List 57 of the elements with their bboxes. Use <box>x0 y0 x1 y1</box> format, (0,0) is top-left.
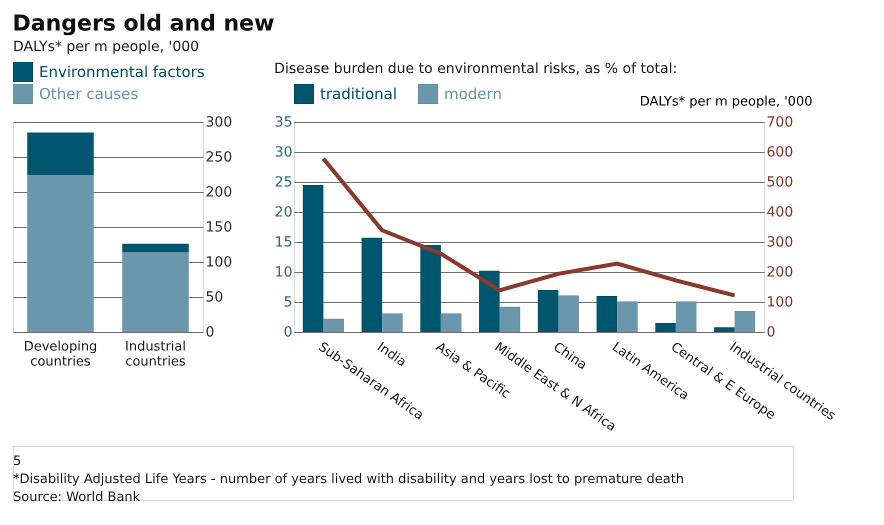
y2-axis-title: DALYs* per m people, '000 <box>640 94 812 110</box>
line-series <box>321 156 737 298</box>
x-tick-label: Developing countries <box>24 340 98 370</box>
y-axis-title: DALYs* per m people, '000 <box>13 39 200 55</box>
bar <box>734 311 756 332</box>
y-tick-label: 150 <box>206 220 232 236</box>
bar <box>479 270 500 332</box>
y-tick-label: 250 <box>206 150 232 166</box>
y-tick-label: 10 <box>274 264 292 280</box>
bar <box>558 295 579 332</box>
y-tick-label: 20 <box>274 204 292 220</box>
y2-tick-label: 0 <box>766 324 776 340</box>
y-tick-label: 200 <box>206 184 232 200</box>
text: *Disability Adjusted Life Years - number of years lived with disability and years lost to premature death <box>13 472 684 487</box>
bar <box>440 313 462 332</box>
bar <box>27 175 94 332</box>
legend-label: Other causes <box>39 85 138 103</box>
bar <box>122 252 189 332</box>
y-tick-label: 25 <box>274 174 292 190</box>
bar <box>655 323 676 332</box>
bar <box>362 238 382 332</box>
y-tick-label: 100 <box>206 254 232 270</box>
y-tick-label: 35 <box>274 114 292 130</box>
bar <box>500 306 520 332</box>
source-note: Source: World Bank <box>13 490 141 505</box>
bar <box>382 313 403 332</box>
y-tick-label: 5 <box>284 294 292 310</box>
bar <box>538 290 558 332</box>
bar <box>676 301 696 332</box>
y2-tick-label: 500 <box>766 174 794 190</box>
bar <box>714 327 735 332</box>
bar <box>596 296 618 332</box>
y-tick-label: 0 <box>206 324 214 340</box>
y-tick-label: 0 <box>284 324 292 340</box>
y2-tick-label: 300 <box>766 234 794 250</box>
y-tick-label: 30 <box>274 144 292 160</box>
y-tick-label: 50 <box>206 290 224 306</box>
text: traditional <box>320 85 398 103</box>
bar <box>617 301 638 332</box>
y2-tick-label: 700 <box>766 114 794 130</box>
bar <box>122 244 189 252</box>
y-tick-label: 15 <box>274 234 292 250</box>
y-axis-title: Disease burden due to environmental risks, as % of total: <box>274 61 678 77</box>
bar <box>27 132 94 176</box>
y-tick-label: 300 <box>206 114 232 130</box>
text: 5 <box>13 454 22 469</box>
bar <box>323 318 344 332</box>
y2-tick-label: 400 <box>766 204 794 220</box>
legend-label: modern <box>444 85 502 103</box>
chart-title: Dangers old and new <box>12 12 274 36</box>
y2-tick-label: 600 <box>766 144 794 160</box>
y2-tick-label: 200 <box>766 264 794 280</box>
bar <box>302 185 324 332</box>
x-tick-label: Industrial countries <box>125 340 186 370</box>
legend-label: Environmental factors <box>39 63 205 81</box>
y2-tick-label: 100 <box>766 294 794 310</box>
bar <box>420 245 441 332</box>
